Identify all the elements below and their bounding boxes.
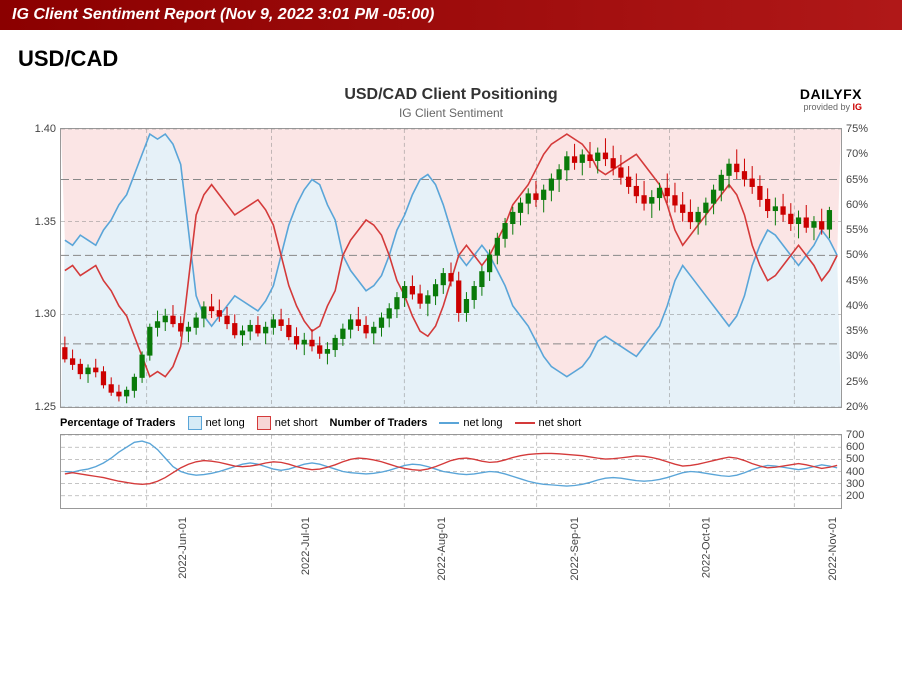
brand-sub: provided by IG <box>800 102 862 112</box>
y-right-tick: 20% <box>846 401 868 413</box>
x-tick: 2022-Nov-01 <box>827 517 839 581</box>
chart-title: USD/CAD Client Positioning <box>10 86 892 104</box>
brand-main: DAILYFX <box>800 86 862 102</box>
chart-container: DAILYFX provided by IG USD/CAD Client Po… <box>10 86 892 589</box>
y-lower-tick: 600 <box>846 441 864 453</box>
y-lower-axis: 200300400500600700 <box>846 435 881 508</box>
legend-pct-title: Percentage of Traders <box>60 417 176 429</box>
y-right-tick: 65% <box>846 174 868 186</box>
legend-short-label: net short <box>275 417 318 429</box>
legend-num-long: net long <box>439 417 502 429</box>
main-plot-svg <box>61 129 841 407</box>
y-left-axis: 1.251.301.351.40 <box>21 129 56 407</box>
y-left-tick: 1.40 <box>35 123 56 135</box>
x-tick: 2022-Jul-01 <box>300 517 312 575</box>
pair-title: USD/CAD <box>0 32 902 86</box>
brand-block: DAILYFX provided by IG <box>800 86 862 112</box>
y-left-tick: 1.25 <box>35 401 56 413</box>
swatch-short-icon <box>257 416 271 430</box>
y-right-tick: 45% <box>846 275 868 287</box>
line-long-icon <box>439 422 459 424</box>
y-lower-tick: 700 <box>846 429 864 441</box>
y-right-tick: 25% <box>846 376 868 388</box>
x-tick: 2022-Oct-01 <box>701 517 713 578</box>
y-right-tick: 70% <box>846 148 868 160</box>
y-right-tick: 30% <box>846 350 868 362</box>
y-left-tick: 1.30 <box>35 308 56 320</box>
header-bar: IG Client Sentiment Report (Nov 9, 2022 … <box>0 0 902 32</box>
y-right-tick: 55% <box>846 224 868 236</box>
legend-pct-short: net short <box>257 416 318 430</box>
x-tick: 2022-Jun-01 <box>177 517 189 579</box>
main-chart: 1.251.301.351.40 20%25%30%35%40%45%50%55… <box>60 128 842 408</box>
x-tick: 2022-Aug-01 <box>436 517 448 581</box>
line-short-icon <box>515 422 535 424</box>
y-left-tick: 1.35 <box>35 216 56 228</box>
x-tick: 2022-Sep-01 <box>569 517 581 581</box>
y-lower-tick: 300 <box>846 478 864 490</box>
lower-chart: 200300400500600700 <box>60 434 842 509</box>
lower-plot-svg <box>61 435 841 508</box>
y-right-tick: 60% <box>846 199 868 211</box>
x-axis-labels: 2022-Jun-01 2022-Jul-01 2022-Aug-01 2022-Se… <box>60 509 842 589</box>
y-lower-tick: 200 <box>846 490 864 502</box>
legend-pct-long: net long <box>188 416 245 430</box>
legend-short-label2: net short <box>539 417 582 429</box>
legend-row: Percentage of Traders net long net short… <box>60 416 842 430</box>
legend-num-short: net short <box>515 417 582 429</box>
legend-long-label2: net long <box>463 417 502 429</box>
header-title: IG Client Sentiment Report (Nov 9, 2022 … <box>12 6 434 23</box>
y-right-tick: 40% <box>846 300 868 312</box>
y-lower-tick: 500 <box>846 453 864 465</box>
legend-num-title: Number of Traders <box>330 417 428 429</box>
swatch-long-icon <box>188 416 202 430</box>
chart-subtitle: IG Client Sentiment <box>10 106 892 120</box>
brand-sub-prefix: provided by <box>803 102 852 112</box>
brand-ig: IG <box>852 102 862 112</box>
y-right-tick: 50% <box>846 249 868 261</box>
legend-long-label: net long <box>206 417 245 429</box>
y-right-axis: 20%25%30%35%40%45%50%55%60%65%70%75% <box>846 129 881 407</box>
y-right-tick: 35% <box>846 325 868 337</box>
y-right-tick: 75% <box>846 123 868 135</box>
y-lower-tick: 400 <box>846 466 864 478</box>
